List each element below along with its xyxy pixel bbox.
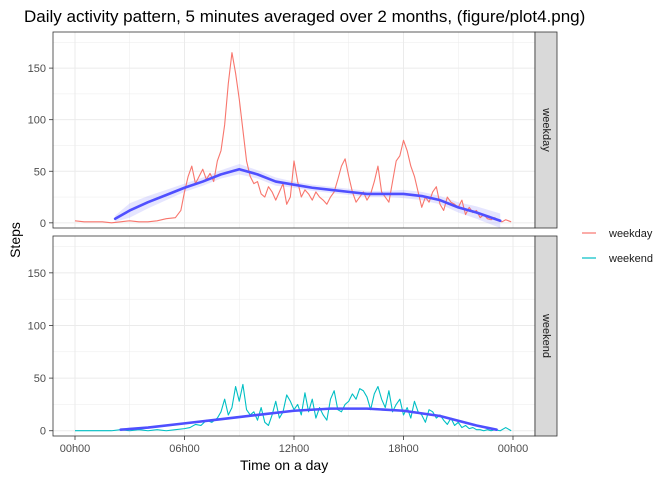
x-axis-label: Time on a day [240,457,328,473]
y-tick-label: 100 [28,320,46,332]
weekend-gridlines [53,236,535,436]
weekday-gridlines [53,32,535,228]
x-tick-label: 12h00 [279,443,310,455]
weekday-series [74,52,512,224]
x-tick-label: 00h00 [498,443,529,455]
y-tick-label: 150 [28,63,46,75]
x-axis: 00h00 06h00 12h00 18h00 00h00 [60,436,529,455]
weekday-strip-label: weekday [540,107,552,152]
y-tick-label: 0 [40,426,46,438]
y-tick-label: 50 [34,373,46,385]
smooth-line [113,167,502,223]
x-tick-label: 18h00 [388,443,419,455]
weekday-smooth [113,167,502,223]
chart-title: Daily activity pattern, 5 minutes averag… [24,7,585,26]
y-tick-label: 50 [34,166,46,178]
weekday-line [74,52,512,224]
y-tick-label: 150 [28,268,46,280]
x-tick-label: 00h00 [60,443,91,455]
weekend-smooth [119,407,498,431]
legend-label-weekday: weekday [608,228,653,240]
weekend-strip-label: weekend [540,313,552,358]
y-axis-label: Steps [7,222,23,258]
smooth-confidence-band [115,164,501,228]
weekday-strip [534,31,558,229]
weekend-y-axis: 0 50 100 150 [28,268,53,438]
x-tick-label: 06h00 [169,443,200,455]
legend: weekday weekend [582,228,653,265]
y-tick-label: 0 [40,218,46,230]
weekday-smooth-band [115,164,501,228]
weekday-panel: weekday [52,31,558,229]
y-tick-label: 100 [28,115,46,127]
legend-label-weekend: weekend [608,253,653,265]
weekend-strip [534,235,558,437]
weekday-y-axis: 0 50 100 150 [28,63,53,230]
smooth-line [119,407,498,431]
weekend-panel: weekend [52,235,558,437]
